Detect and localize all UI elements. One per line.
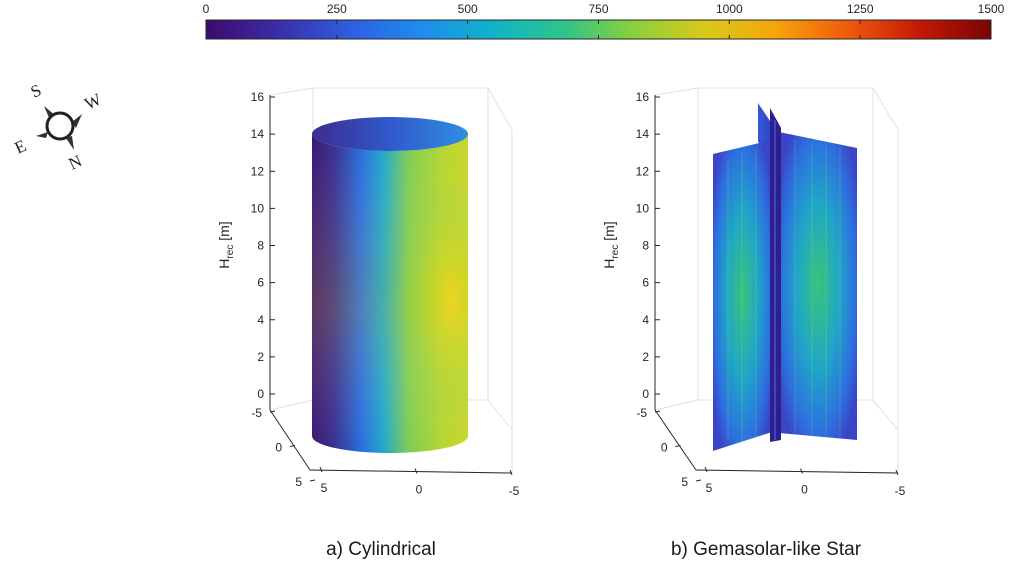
star-panel-right: [779, 132, 857, 440]
axes-box: [872, 399, 899, 431]
z-tick-label: 0: [642, 387, 649, 401]
axes-box: [487, 399, 513, 431]
compass-s: S: [28, 80, 45, 101]
x-tick: [414, 468, 418, 474]
z-axis-label: Hrec [m]: [601, 221, 621, 268]
z-ticks: 0 2 4 6 8 10 12 14 16: [636, 90, 660, 401]
z-ticks: 0 2 4 6 8 10 12 14 16: [251, 90, 275, 401]
y-tick: [289, 445, 296, 447]
z-tick-label: 8: [642, 239, 649, 253]
star-panel-left: [713, 140, 772, 451]
x-tick-label: -5: [895, 484, 906, 498]
colorbar-tick-label: 1250: [847, 2, 874, 16]
x-tick: [509, 469, 513, 476]
x-tick-label: -5: [509, 484, 520, 498]
x-tick-label: 0: [416, 483, 423, 497]
x-tick-label: 5: [706, 481, 713, 495]
y-axis: [654, 409, 697, 471]
colorbar-ticks: 0 250 500 750 1000 1250 1500: [203, 2, 1005, 39]
y-tick-label: 5: [295, 475, 302, 489]
caption-star: b) Gemasolar-like Star: [671, 539, 862, 560]
z-tick-label: 4: [642, 313, 649, 327]
y-ticks: -5 0 5: [251, 406, 316, 489]
z-tick-label: 2: [642, 350, 649, 364]
colorbar-tick-label: 0: [203, 2, 210, 16]
y-tick: [654, 410, 661, 413]
colorbar-tick-label: 250: [327, 2, 347, 16]
z-tick-label: 10: [251, 201, 265, 215]
x-ticks: 5 0 -5: [319, 466, 520, 498]
x-tick: [704, 466, 708, 473]
x-tick: [800, 468, 803, 474]
y-tick-label: 5: [681, 475, 688, 489]
y-tick: [675, 445, 681, 447]
z-tick-label: 14: [636, 127, 650, 141]
y-axis: [269, 409, 311, 471]
axes-box: [654, 399, 699, 411]
colorbar-tick-label: 750: [588, 2, 608, 16]
x-axis: [309, 469, 513, 474]
x-tick-label: 0: [801, 483, 808, 497]
z-axis-label: Hrec [m]: [216, 221, 236, 268]
z-tick-label: 2: [257, 350, 264, 364]
star-streaks: [727, 140, 841, 442]
y-tick: [269, 410, 276, 413]
cylinder-top: [312, 117, 468, 151]
z-tick-label: 4: [257, 313, 264, 327]
x-tick-label: 5: [321, 481, 328, 495]
z-tick-label: 12: [636, 164, 650, 178]
z-tick-label: 16: [251, 90, 265, 104]
z-tick-label: 14: [251, 127, 265, 141]
y-tick: [309, 479, 316, 482]
z-tick-label: 0: [257, 387, 264, 401]
star-surface: [713, 103, 857, 451]
z-tick-label: 6: [642, 276, 649, 290]
compass-arrow-icon: [72, 114, 82, 128]
colorbar-tick-label: 1500: [978, 2, 1005, 16]
compass-e: E: [12, 136, 29, 158]
colorbar: 0 250 500 750 1000 1250 1500: [203, 2, 1005, 40]
colorbar-tick-label: 500: [458, 2, 478, 16]
axes-box: [269, 399, 314, 411]
z-tick-label: 10: [636, 201, 650, 215]
x-tick: [895, 469, 899, 476]
compass-arrow-icon: [66, 136, 74, 150]
z-tick-label: 12: [251, 164, 265, 178]
panel-star: 0 2 4 6 8 10 12 14 16 -5 0 5 5 0 -5 Hrec [m] b) Gema…: [601, 87, 906, 560]
compass-icon: [45, 111, 75, 141]
z-tick-label: 16: [636, 90, 650, 104]
cylinder-hotspot: [312, 134, 468, 453]
x-ticks: 5 0 -5: [704, 466, 906, 498]
x-tick: [319, 466, 323, 473]
compass-n: N: [66, 151, 85, 173]
x-axis: [695, 469, 899, 474]
compass-w: W: [82, 89, 105, 113]
cylinder-surface: [312, 117, 468, 453]
colorbar-tick-label: 1000: [716, 2, 743, 16]
y-tick-label: -5: [636, 406, 647, 420]
panel-cylindrical: 0 2 4 6 8 10 12 14 16 -5 0 5 5 0 -5 Hrec [m] a) Cyli…: [216, 87, 520, 560]
caption-cylindrical: a) Cylindrical: [326, 539, 436, 560]
y-tick-label: 0: [661, 441, 668, 455]
y-tick: [695, 479, 702, 482]
compass: S W E N: [12, 80, 105, 173]
compass-arrow-icon: [36, 132, 48, 138]
y-ticks: -5 0 5: [636, 406, 702, 489]
y-tick-label: -5: [251, 406, 262, 420]
z-tick-label: 8: [257, 239, 264, 253]
z-tick-label: 6: [257, 276, 264, 290]
y-tick-label: 0: [275, 441, 282, 455]
